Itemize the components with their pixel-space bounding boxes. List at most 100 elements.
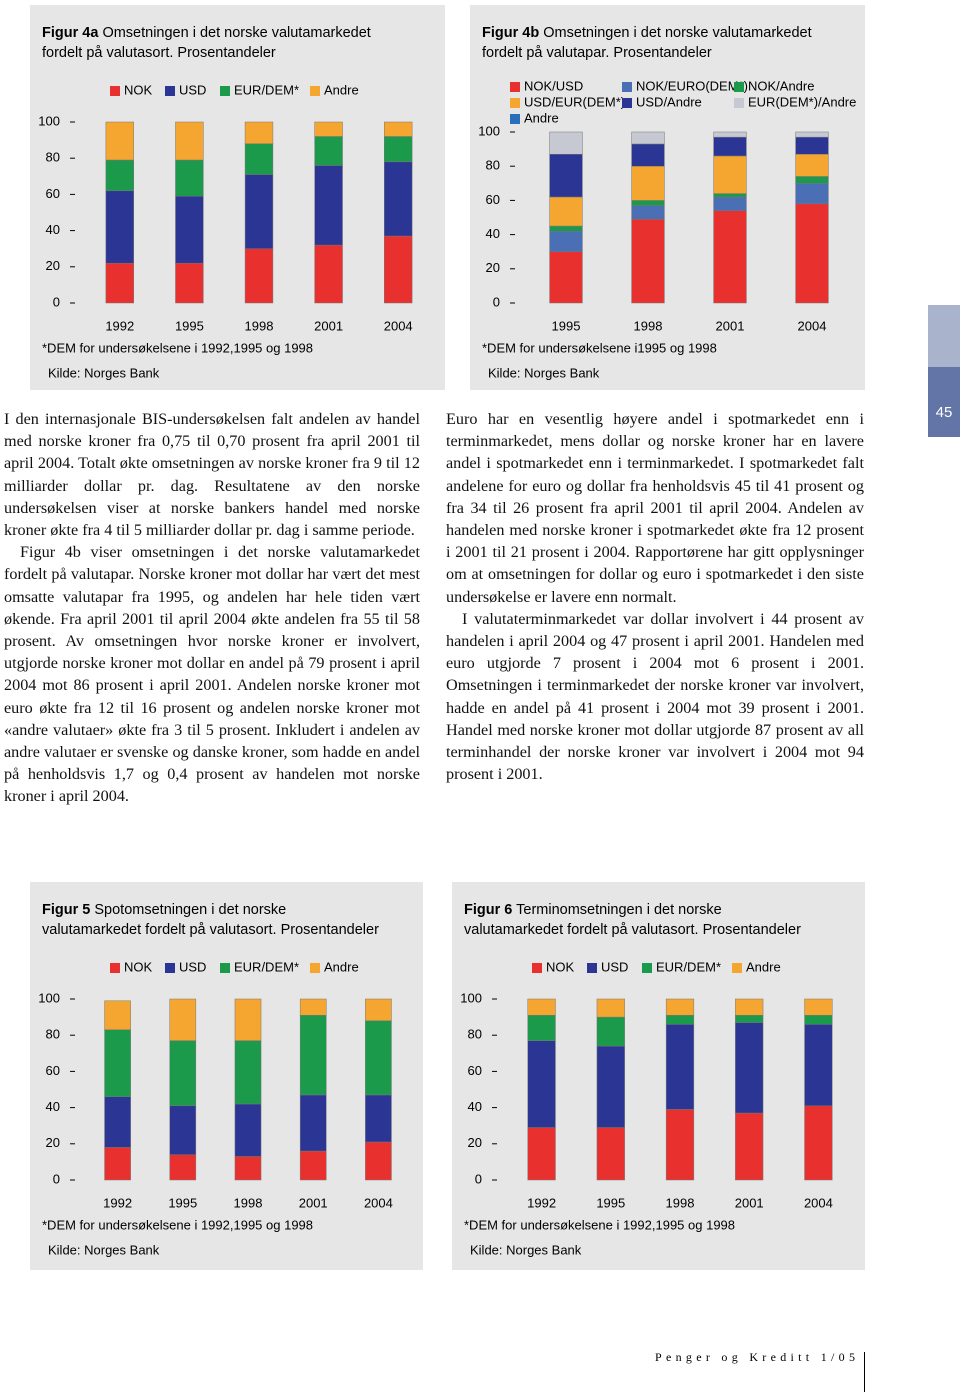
bar-segment (735, 998, 764, 1016)
x-tick-label: 1995 (596, 1195, 625, 1210)
bar-segment (549, 153, 583, 198)
bar-segment (365, 1094, 392, 1143)
legend-swatch (510, 82, 520, 92)
y-tick-label: 0 (53, 294, 60, 309)
legend-swatch (510, 98, 520, 108)
chart: NOK USD EUR/DEM* Andre 0 20 40 60 80 100 1992 1995 1… (38, 82, 413, 380)
bar-segment (735, 1015, 764, 1023)
legend-label: USD/Andre (636, 94, 702, 109)
y-tick-label: 40 (46, 1099, 60, 1114)
chart-source: Kilde: Norges Bank (48, 1242, 160, 1257)
bar-segment (244, 143, 274, 175)
bar-segment (105, 159, 134, 192)
x-tick-label: 1992 (527, 1195, 556, 1210)
chart: NOK USD EUR/DEM* Andre 0 20 40 60 80 100 1992 1995 1… (460, 959, 833, 1257)
figure-title: Spotomsetningen i det norske valutamarke… (42, 902, 379, 938)
x-tick-label: 1998 (634, 318, 663, 333)
bar-segment (299, 1015, 327, 1096)
bar-segment (104, 1147, 131, 1181)
bar-segment (549, 196, 583, 227)
y-tick-label: 60 (468, 1063, 482, 1078)
bar-segment (314, 244, 343, 304)
legend-label: EUR/DEM* (234, 959, 299, 974)
chart-box: NOK/USD NOK/EURO(DEM*) NOK/Andre USD/EUR(DE… (470, 5, 865, 390)
bar-segment (104, 1096, 131, 1148)
legend-label: USD (601, 959, 628, 974)
y-tick-label: 0 (493, 294, 500, 309)
bar-segment (299, 998, 327, 1016)
bar-segment (631, 200, 665, 206)
bar-segment (384, 235, 413, 304)
x-tick-label: 1998 (666, 1195, 695, 1210)
chart-source: Kilde: Norges Bank (470, 1242, 582, 1257)
y-tick-label: 60 (46, 1063, 60, 1078)
y-tick-label: 20 (468, 1135, 482, 1150)
bar-segment (713, 196, 747, 211)
bar-segment (596, 998, 625, 1018)
chart-source: Kilde: Norges Bank (48, 365, 160, 380)
footer-rule (864, 1352, 865, 1392)
bar-segment (735, 1112, 764, 1181)
bar-segment (365, 998, 392, 1021)
legend-label: EUR(DEM*)/Andre (748, 94, 856, 109)
bar-segment (631, 143, 665, 167)
bar-segment (735, 1022, 764, 1114)
bar-segment (713, 155, 747, 194)
chart-box: NOK USD EUR/DEM* Andre 0 20 40 60 80 100 1992 1995 1… (452, 882, 865, 1270)
bar-segment (234, 1103, 262, 1157)
bar-segment (795, 203, 829, 304)
figure-label: Figur 4a (42, 25, 99, 41)
bar-segment (713, 193, 747, 198)
page-number: 45 (928, 367, 960, 437)
legend-swatch (310, 963, 320, 973)
bar-segment (804, 998, 833, 1016)
paragraph: Euro har en vesentlig høyere andel i spo… (446, 410, 864, 606)
bar-segment (244, 174, 274, 249)
side-tab (928, 305, 960, 367)
bar-segment (631, 205, 665, 220)
bar-segment (175, 121, 204, 161)
bar-segment (365, 1141, 392, 1181)
paragraph: I valutaterminmarkedet var dollar involv… (446, 609, 864, 784)
legend-swatch (734, 82, 744, 92)
bar-segment (549, 230, 583, 252)
x-tick-label: 1995 (175, 318, 204, 333)
bar-segment (169, 1105, 197, 1155)
bar-segment (713, 210, 747, 304)
x-tick-label: 1998 (245, 318, 274, 333)
bar-segment (804, 1024, 833, 1107)
bar-segment (244, 121, 274, 144)
bar-segment (527, 1040, 556, 1128)
bar-segment (795, 176, 829, 184)
legend-swatch (110, 86, 120, 96)
bar-segment (104, 1029, 131, 1097)
legend-label: NOK (124, 959, 153, 974)
bar-segment (549, 131, 583, 155)
chart-note: *DEM for undersøkelsene i1995 og 1998 (482, 340, 717, 355)
legend-label: USD (179, 959, 206, 974)
y-tick-label: 60 (486, 192, 500, 207)
legend-swatch (734, 98, 744, 108)
legend-swatch (622, 98, 632, 108)
x-tick-label: 1992 (105, 318, 134, 333)
legend-swatch (110, 963, 120, 973)
x-tick-label: 1995 (552, 318, 581, 333)
y-tick-label: 20 (486, 260, 500, 275)
bar-segment (795, 136, 829, 155)
legend-label: Andre (324, 959, 359, 974)
x-tick-label: 2001 (716, 318, 745, 333)
y-tick-label: 0 (53, 1171, 60, 1186)
legend-swatch (732, 963, 742, 973)
x-tick-label: 2001 (314, 318, 343, 333)
y-tick-label: 80 (486, 158, 500, 173)
chart-title: Figur 4b Omsetningen i det norske valuta… (482, 23, 827, 63)
right-column: Euro har en vesentlig høyere andel i spo… (446, 408, 864, 785)
bar-segment (169, 1040, 197, 1107)
chart-box: NOK USD EUR/DEM* Andre 0 20 40 60 80 100 1992 1995 1… (30, 882, 423, 1270)
legend-swatch (165, 963, 175, 973)
bar-segment (234, 998, 262, 1041)
legend-label: NOK/Andre (748, 78, 814, 93)
legend-label: EUR/DEM* (656, 959, 721, 974)
legend-swatch (510, 114, 520, 124)
legend-label: USD (179, 82, 206, 97)
